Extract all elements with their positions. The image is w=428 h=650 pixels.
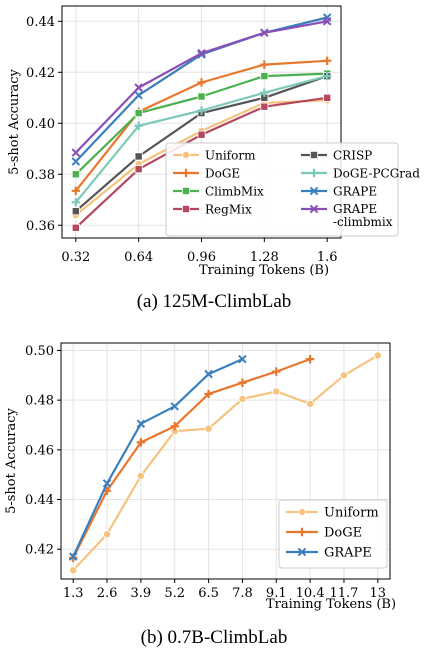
- y-axis-label: 5-shot Accuracy: [4, 407, 19, 513]
- x-tick-label: 6.5: [198, 586, 219, 601]
- y-tick-label: 0.40: [26, 117, 55, 132]
- legend-marker: [182, 187, 189, 194]
- y-tick-label: 0.50: [25, 344, 54, 359]
- figure-caption: (a) 125M-ClimbLab: [137, 291, 292, 312]
- legend-marker: [182, 151, 189, 158]
- y-tick-label: 0.38: [26, 168, 55, 183]
- legend-label: GRAPE: [333, 202, 377, 216]
- data-point: [324, 94, 331, 101]
- legend-label: -climbmix: [333, 215, 393, 229]
- legend: Uniform DoGE ClimbMix RegMix CRISP DoGE-PCGra…: [166, 143, 420, 236]
- data-point: [340, 372, 347, 379]
- y-tick-label: 0.36: [26, 219, 55, 234]
- y-tick-label: 0.44: [26, 15, 55, 30]
- x-axis-label: Training Tokens (B): [266, 597, 396, 612]
- y-tick-label: 0.44: [25, 493, 54, 508]
- data-point: [273, 388, 280, 395]
- data-point: [198, 131, 205, 138]
- y-axis-label: 5-shot Accuracy: [7, 68, 22, 174]
- x-axis-label: Training Tokens (B): [199, 263, 329, 278]
- data-point: [70, 567, 77, 574]
- x-tick-label: 5.2: [164, 586, 185, 601]
- legend-label: GRAPE: [324, 546, 372, 561]
- y-tick-label: 0.42: [26, 66, 55, 81]
- data-point: [137, 472, 144, 479]
- data-point: [205, 425, 212, 432]
- chart-panel-b: 1.3 2.6 3.9 5.2 6.5 7.8 9.1 10.4 11.7 13 0.42 0.44 0…: [4, 343, 396, 648]
- legend-label: RegMix: [205, 203, 252, 217]
- data-point: [72, 208, 79, 215]
- data-point: [135, 153, 142, 160]
- legend: Uniform DoGE GRAPE: [279, 500, 387, 568]
- x-tick-label: 1.3: [63, 586, 84, 601]
- x-tick-label: 2.6: [97, 586, 118, 601]
- data-point: [239, 395, 246, 402]
- data-point: [261, 73, 268, 80]
- x-tick-label: 0.32: [61, 250, 90, 265]
- data-point: [135, 109, 142, 116]
- legend-label: DoGE: [324, 526, 362, 541]
- figure-caption: (b) 0.7B-ClimbLab: [141, 627, 288, 648]
- x-tick-label: 3.9: [131, 586, 152, 601]
- y-tick-label: 0.48: [25, 394, 54, 409]
- legend-label: DoGE: [205, 167, 240, 181]
- legend-label: ClimbMix: [205, 185, 264, 199]
- data-point: [72, 171, 79, 178]
- data-point: [198, 93, 205, 100]
- data-point: [261, 103, 268, 110]
- data-point: [72, 224, 79, 231]
- legend-label: CRISP: [333, 149, 372, 163]
- legend-marker: [310, 151, 317, 158]
- data-point: [135, 166, 142, 173]
- x-tick-label: 7.8: [232, 586, 253, 601]
- legend-label: GRAPE: [333, 185, 377, 199]
- legend-label: DoGE-PCGrad: [333, 167, 420, 181]
- legend-marker: [182, 205, 189, 212]
- data-point: [103, 531, 110, 538]
- x-tick-label: 0.64: [124, 250, 153, 265]
- legend-label: Uniform: [324, 506, 379, 521]
- y-tick-label: 0.46: [25, 443, 54, 458]
- data-point: [307, 400, 314, 407]
- legend-label: Uniform: [205, 149, 256, 163]
- legend-marker: [298, 508, 305, 515]
- y-tick-label: 0.42: [25, 543, 54, 558]
- data-point: [374, 352, 381, 359]
- chart-panel-a: 0.32 0.64 0.96 1.28 1.60.360.380.400.420.44T…: [7, 6, 420, 312]
